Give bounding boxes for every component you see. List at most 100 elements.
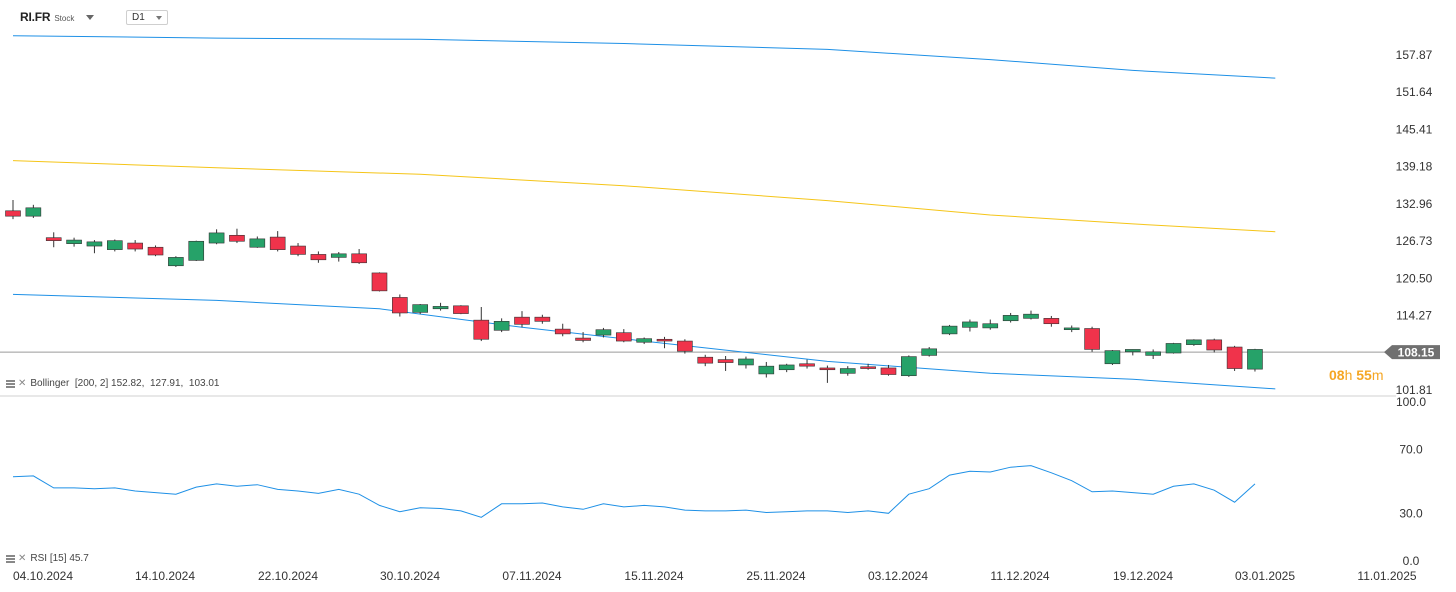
candle-body [66, 239, 82, 244]
candle-body [717, 359, 734, 363]
candle [554, 323, 571, 337]
date-tick-label: 03.12.2024 [868, 569, 928, 583]
candle-body [656, 338, 673, 342]
symbol-selector[interactable]: RI.FR Stock [20, 10, 95, 24]
date-tick-label: 11.12.2024 [990, 569, 1049, 583]
candle [1186, 339, 1202, 346]
candle [330, 252, 347, 262]
close-icon[interactable]: ✕ [18, 552, 27, 564]
candle-body [1206, 339, 1223, 351]
candle [432, 302, 449, 311]
candle-body [1063, 327, 1080, 331]
timeframe-select[interactable]: D1 [126, 10, 168, 25]
candle [1043, 315, 1060, 327]
candle-body [1165, 343, 1182, 354]
candle [575, 332, 591, 343]
candle [1104, 350, 1121, 365]
candle-body [453, 305, 469, 314]
candle-body [107, 240, 123, 250]
candle [901, 355, 917, 377]
price-tick-label: 151.64 [1396, 85, 1433, 99]
candle [493, 318, 510, 333]
candle [371, 272, 388, 292]
candle-body [595, 329, 612, 336]
rsi-params: [15] [49, 553, 67, 564]
settings-icon[interactable] [6, 554, 15, 563]
candle-body [534, 316, 551, 322]
rsi-legend: ✕ RSI [15] 45.7 [6, 553, 89, 564]
candle [697, 354, 714, 367]
candle [1063, 325, 1080, 333]
rsi-tick-label: 100.0 [1396, 395, 1426, 409]
candle-body [249, 238, 266, 248]
candle-body [982, 323, 999, 329]
bollinger-name: Bollinger [30, 378, 70, 389]
candle [188, 240, 205, 261]
candle-body [188, 240, 205, 261]
candle [229, 228, 245, 244]
date-tick-label: 04.10.2024 [13, 569, 73, 583]
rsi-tick-label: 30.0 [1399, 506, 1423, 520]
candle-body [677, 340, 693, 352]
candle-body [229, 234, 245, 242]
candle [127, 240, 143, 252]
candle-body [880, 367, 897, 375]
date-tick-label: 03.01.2025 [1235, 569, 1295, 583]
candle-body [208, 232, 225, 244]
timeframe-value: D1 [132, 12, 145, 23]
price-tick-label: 120.50 [1396, 271, 1433, 285]
candle-body [839, 368, 856, 374]
candle-body [941, 325, 958, 335]
candle [45, 232, 62, 248]
rsi-name: RSI [30, 553, 48, 564]
date-tick-label: 15.11.2024 [624, 569, 683, 583]
candle [941, 324, 958, 336]
candle-body [1186, 339, 1202, 345]
instrument-type-label: Stock [54, 13, 75, 23]
countdown-minutes-unit: m [1371, 367, 1384, 383]
candle-body [1043, 318, 1060, 325]
candle [310, 251, 327, 263]
candle-body [1247, 349, 1263, 370]
candle [717, 355, 734, 371]
bollinger-params: [200, 2] [74, 378, 109, 389]
candle-body [636, 338, 652, 343]
candle [1023, 310, 1039, 320]
bollinger-upper: 152.82, [111, 378, 145, 389]
date-tick-label: 11.01.2025 [1357, 569, 1416, 583]
candle [738, 356, 754, 369]
candle-body [5, 210, 21, 217]
date-tick-label: 14.10.2024 [135, 569, 195, 583]
candle [412, 304, 429, 315]
current-price-label: 108.15 [1398, 346, 1435, 360]
rsi-tick-label: 70.0 [1399, 443, 1423, 457]
candle-body [514, 316, 530, 325]
price-tick-label: 145.41 [1396, 122, 1433, 136]
close-icon[interactable]: ✕ [18, 377, 27, 389]
candle-body [554, 328, 571, 335]
candle [595, 327, 612, 338]
settings-icon[interactable] [6, 379, 15, 388]
candle-body [901, 356, 917, 377]
candle-body [575, 337, 591, 341]
candle [473, 306, 490, 342]
candle-body [799, 363, 815, 367]
candle [636, 337, 652, 345]
candle [249, 236, 266, 248]
candle [615, 329, 632, 343]
date-tick-label: 07.11.2024 [502, 569, 561, 583]
candle-body [1125, 349, 1141, 353]
date-tick-label: 22.10.2024 [258, 569, 318, 583]
candle-body [1084, 328, 1100, 350]
candle-body [493, 321, 510, 331]
candle [147, 245, 164, 257]
candle [656, 336, 673, 349]
candle-body [615, 332, 632, 342]
chevron-down-icon[interactable] [86, 14, 95, 20]
candle [758, 361, 775, 378]
candle-body [921, 348, 938, 356]
candle-body [330, 253, 347, 258]
candle-countdown: 08h 55m [1329, 367, 1384, 383]
candle [860, 363, 876, 370]
